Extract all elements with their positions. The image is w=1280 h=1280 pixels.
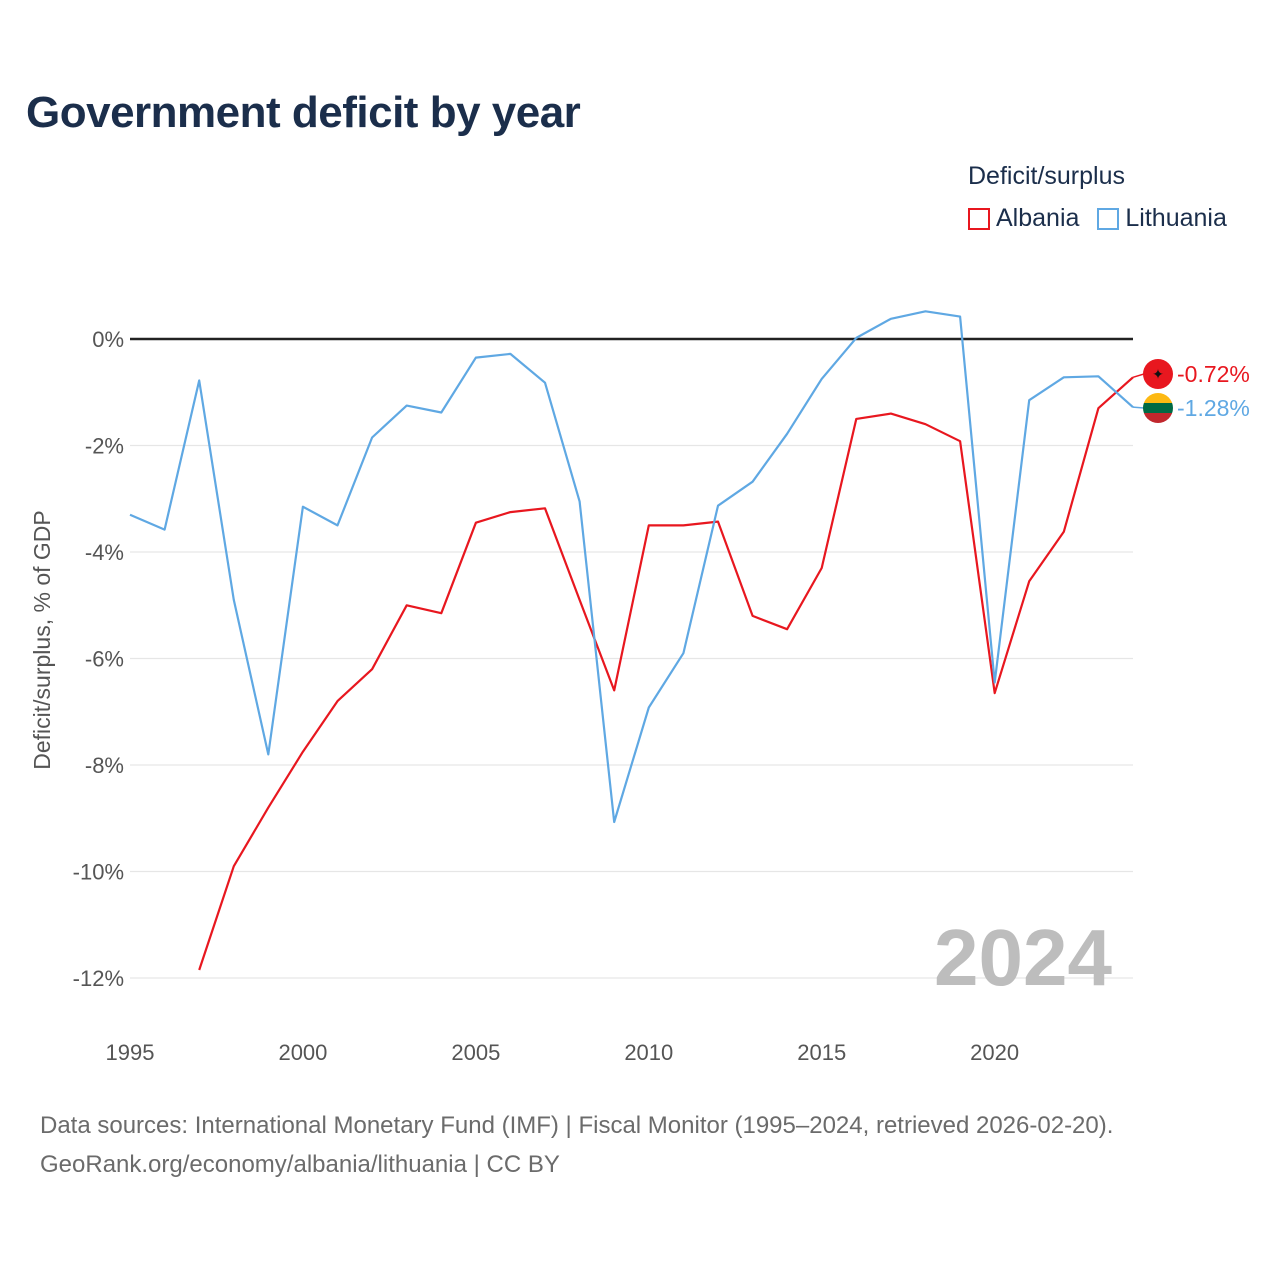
legend-label-albania: Albania [996, 204, 1080, 232]
legend-title: Deficit/surplus [968, 162, 1125, 190]
y-axis-title: Deficit/surplus, % of GDP [29, 510, 55, 769]
x-tick-label: 1995 [106, 1040, 155, 1065]
lithuania-end-connector [1132, 406, 1145, 409]
footer: Data sources: International Monetary Fun… [40, 1106, 1113, 1184]
legend-item-lithuania[interactable]: Lithuania [1097, 204, 1227, 233]
y-axis-ticks: 0% -2% -4% -6% -8% -10% -12% [73, 327, 124, 991]
albania-end-connector [1132, 373, 1145, 379]
highlight-year: 2024 [934, 913, 1112, 1002]
x-tick-label: 2015 [797, 1040, 846, 1065]
y-tick-label: -2% [85, 434, 124, 459]
legend-swatch-lithuania [1097, 207, 1120, 230]
chart-title: Government deficit by year [26, 88, 581, 137]
credit-link[interactable]: GeoRank.org/economy/albania/lithuania | … [40, 1151, 560, 1178]
legend-item-albania[interactable]: Albania [968, 204, 1079, 233]
legend-label-lithuania: Lithuania [1125, 204, 1227, 232]
x-tick-label: 2000 [278, 1040, 327, 1065]
y-tick-label: -8% [85, 753, 124, 778]
gridlines [130, 444, 1133, 979]
series-layer [129, 310, 1145, 971]
x-tick-label: 2020 [970, 1040, 1019, 1065]
y-tick-label: -4% [85, 540, 124, 565]
lithuania-end-label: -1.28% [1177, 395, 1250, 421]
y-tick-label: 0% [92, 327, 124, 352]
y-tick-label: -10% [73, 860, 124, 885]
x-axis-ticks: 1995 2000 2005 2010 2015 2020 [106, 1040, 1020, 1065]
y-tick-label: -6% [85, 647, 124, 672]
series-line-albania[interactable] [198, 376, 1134, 971]
legend-swatch-albania [968, 207, 990, 230]
legend: Albania Lithuania [968, 204, 1227, 233]
y-tick-label: -12% [73, 966, 124, 991]
x-tick-label: 2005 [451, 1040, 500, 1065]
source-note: Data sources: International Monetary Fun… [40, 1112, 1114, 1139]
svg-text:✦: ✦ [1152, 367, 1164, 383]
series-line-lithuania[interactable] [129, 310, 1134, 824]
albania-flag-icon: ✦ [1143, 359, 1173, 389]
lithuania-flag-icon [1143, 393, 1173, 423]
x-tick-label: 2010 [624, 1040, 673, 1065]
albania-end-label: -0.72% [1177, 361, 1250, 387]
